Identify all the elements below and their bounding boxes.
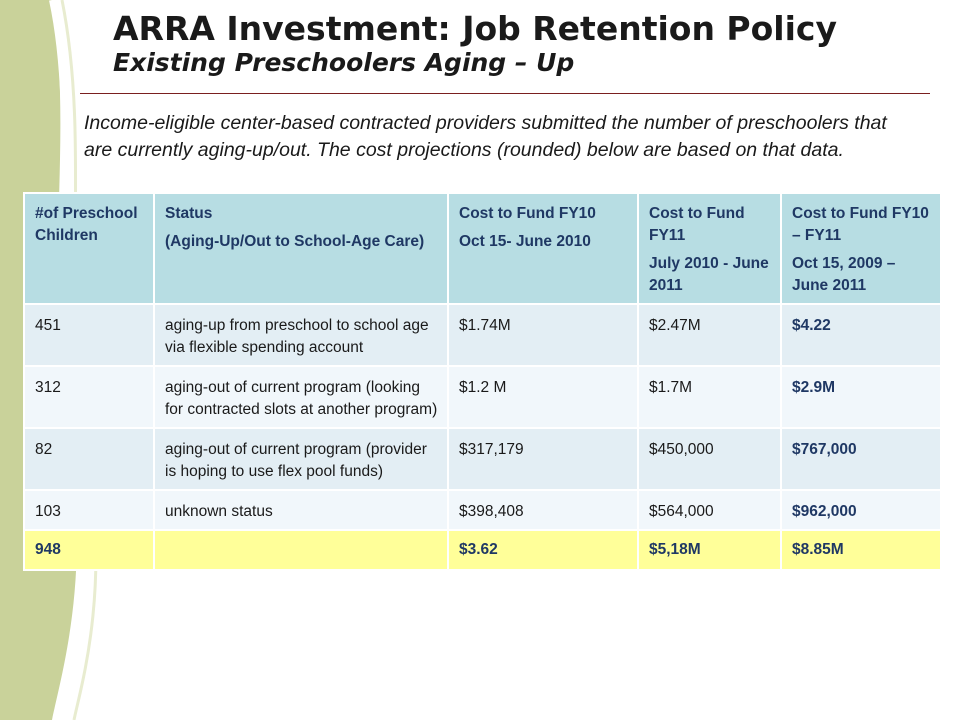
cell-status: aging-out of current program (looking fo… <box>153 365 449 429</box>
cell-status: aging-out of current program (provider i… <box>153 427 449 491</box>
cell-total: $767,000 <box>780 427 942 491</box>
title-divider <box>80 93 930 94</box>
cell-fy11: $2.47M <box>637 303 782 367</box>
table-total-row: 948 $3.62 $5,18M $8.85M <box>23 529 942 571</box>
cell-total: $2.9M <box>780 365 942 429</box>
cell-status: unknown status <box>153 489 449 531</box>
header-fy10-fy11-period: Oct 15, 2009 – June 2011 <box>792 255 896 294</box>
cell-status: aging-up from preschool to school age vi… <box>153 303 449 367</box>
cell-fy10: $317,179 <box>447 427 639 491</box>
table-row: 312 aging-out of current program (lookin… <box>23 365 942 429</box>
table-row: 82 aging-out of current program (provide… <box>23 427 942 491</box>
total-fy10-fy11: $8.85M <box>780 529 942 571</box>
cell-fy10: $1.2 M <box>447 365 639 429</box>
cell-fy10: $1.74M <box>447 303 639 367</box>
header-fy10: Cost to Fund FY10 Oct 15- June 2010 <box>447 192 639 305</box>
cell-fy10: $398,408 <box>447 489 639 531</box>
header-status-detail: (Aging-Up/Out to School-Age Care) <box>165 233 425 250</box>
header-children-count-label: #of Preschool Children <box>35 205 138 244</box>
header-status: Status (Aging-Up/Out to School-Age Care) <box>153 192 449 305</box>
table-header-row: #of Preschool Children Status (Aging-Up/… <box>23 192 942 305</box>
header-children-count: #of Preschool Children <box>23 192 155 305</box>
total-status <box>153 529 449 571</box>
total-fy10: $3.62 <box>447 529 639 571</box>
intro-paragraph: Income-eligible center-based contracted … <box>84 112 887 161</box>
cell-total: $962,000 <box>780 489 942 531</box>
cell-count: 103 <box>23 489 155 531</box>
header-fy10-fy11: Cost to Fund FY10 – FY11 Oct 15, 2009 – … <box>780 192 942 305</box>
title-block: ARRA Investment: Job Retention Policy Ex… <box>113 8 953 78</box>
header-fy10-label: Cost to Fund FY10 <box>459 205 596 222</box>
table-row: 451 aging-up from preschool to school ag… <box>23 303 942 367</box>
table-row: 103 unknown status $398,408 $564,000 $96… <box>23 489 942 531</box>
cell-count: 451 <box>23 303 155 367</box>
header-fy11: Cost to Fund FY11 July 2010 - June 2011 <box>637 192 782 305</box>
cell-total: $4.22 <box>780 303 942 367</box>
header-fy11-label: Cost to Fund FY11 <box>649 205 745 244</box>
page-title: ARRA Investment: Job Retention Policy <box>113 9 837 48</box>
total-fy11: $5,18M <box>637 529 782 571</box>
total-count: 948 <box>23 529 155 571</box>
header-fy10-fy11-label: Cost to Fund FY10 – FY11 <box>792 205 929 244</box>
cell-count: 82 <box>23 427 155 491</box>
cost-projection-table: #of Preschool Children Status (Aging-Up/… <box>23 192 942 571</box>
cell-fy11: $450,000 <box>637 427 782 491</box>
header-status-label: Status <box>165 205 213 222</box>
header-fy10-period: Oct 15- June 2010 <box>459 233 591 250</box>
cell-fy11: $564,000 <box>637 489 782 531</box>
page-subtitle: Existing Preschoolers Aging – Up <box>113 48 575 77</box>
header-fy11-period: July 2010 - June 2011 <box>649 255 769 294</box>
cell-count: 312 <box>23 365 155 429</box>
cell-fy11: $1.7M <box>637 365 782 429</box>
